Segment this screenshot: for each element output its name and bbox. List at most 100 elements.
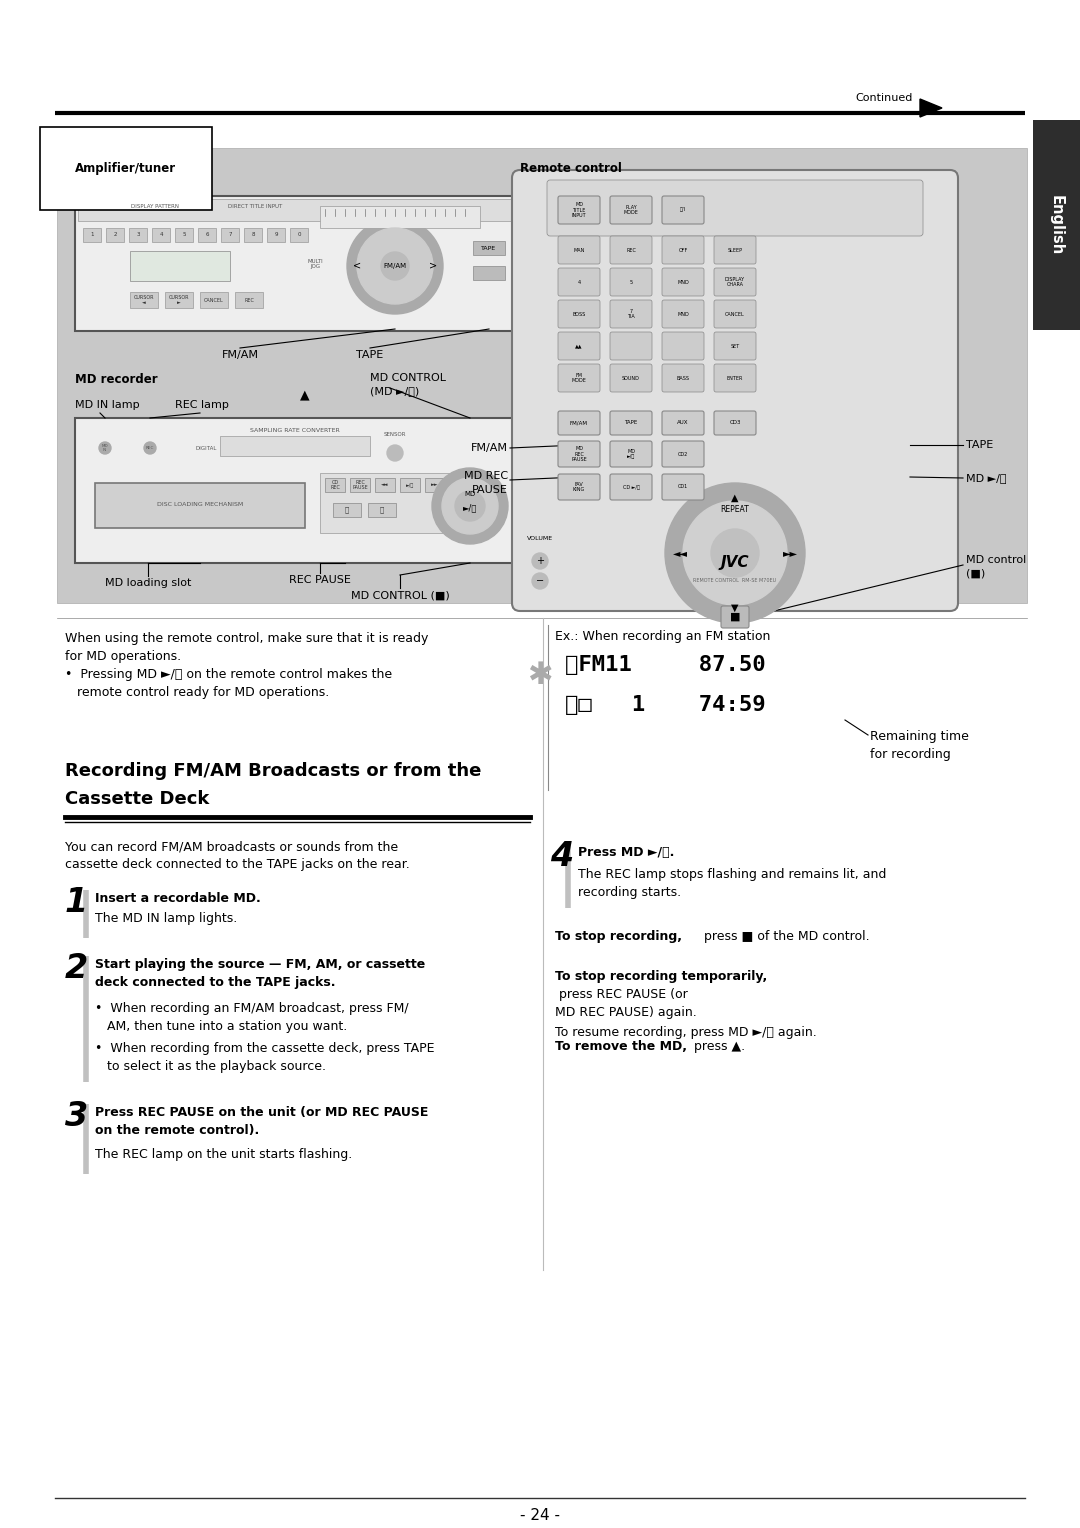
Text: To stop recording,: To stop recording,: [555, 931, 681, 943]
Text: ※□   1    74:59: ※□ 1 74:59: [565, 695, 766, 715]
Text: SAMPLING RATE CONVERTER: SAMPLING RATE CONVERTER: [251, 428, 340, 432]
FancyBboxPatch shape: [267, 228, 285, 241]
FancyBboxPatch shape: [558, 235, 600, 264]
Text: - 24 -: - 24 -: [519, 1508, 561, 1523]
FancyBboxPatch shape: [200, 292, 228, 309]
FancyBboxPatch shape: [714, 364, 756, 393]
FancyBboxPatch shape: [220, 435, 370, 455]
FancyBboxPatch shape: [714, 299, 756, 329]
Text: on the remote control).: on the remote control).: [95, 1125, 259, 1137]
FancyBboxPatch shape: [662, 411, 704, 435]
FancyBboxPatch shape: [130, 292, 158, 309]
Text: 5: 5: [183, 232, 186, 237]
FancyBboxPatch shape: [75, 196, 515, 332]
FancyBboxPatch shape: [714, 235, 756, 264]
Text: TAPE: TAPE: [966, 440, 994, 451]
Circle shape: [347, 219, 443, 313]
Circle shape: [432, 468, 508, 544]
Text: MND: MND: [677, 280, 689, 284]
Text: To remove the MD,: To remove the MD,: [555, 1041, 687, 1053]
FancyBboxPatch shape: [610, 474, 652, 500]
Text: 2: 2: [65, 952, 89, 986]
Text: When using the remote control, make sure that it is ready: When using the remote control, make sure…: [65, 633, 429, 645]
Text: Recording FM/AM Broadcasts or from the: Recording FM/AM Broadcasts or from the: [65, 762, 482, 779]
Text: AUX: AUX: [677, 420, 689, 425]
Text: Ex.: When recording an FM station: Ex.: When recording an FM station: [555, 630, 770, 643]
Text: BOSS: BOSS: [572, 312, 585, 316]
FancyBboxPatch shape: [473, 266, 505, 280]
Text: SET: SET: [730, 344, 740, 348]
Text: Remaining time: Remaining time: [870, 730, 969, 743]
FancyBboxPatch shape: [235, 292, 264, 309]
Text: MD CONTROL: MD CONTROL: [370, 373, 446, 384]
Text: FM/AM: FM/AM: [383, 263, 406, 269]
Polygon shape: [920, 99, 942, 118]
FancyBboxPatch shape: [610, 299, 652, 329]
FancyBboxPatch shape: [662, 235, 704, 264]
FancyBboxPatch shape: [95, 483, 305, 529]
Text: VOLUME: VOLUME: [527, 535, 553, 541]
Text: The REC lamp on the unit starts flashing.: The REC lamp on the unit starts flashing…: [95, 1148, 352, 1161]
Text: Amplifier/tuner: Amplifier/tuner: [75, 162, 176, 176]
Text: PLAY
MODE: PLAY MODE: [623, 205, 638, 215]
FancyBboxPatch shape: [320, 206, 480, 228]
Circle shape: [532, 573, 548, 588]
FancyBboxPatch shape: [610, 332, 652, 361]
Text: FM/AM: FM/AM: [221, 350, 258, 361]
Text: to select it as the playback source.: to select it as the playback source.: [95, 1060, 326, 1073]
Text: MD REC PAUSE) again.: MD REC PAUSE) again.: [555, 1005, 697, 1019]
FancyBboxPatch shape: [325, 478, 345, 492]
Text: press ■ of the MD control.: press ■ of the MD control.: [700, 931, 869, 943]
Text: MD loading slot: MD loading slot: [105, 578, 191, 588]
FancyBboxPatch shape: [78, 199, 512, 222]
Text: TAPE: TAPE: [624, 420, 637, 425]
Circle shape: [683, 501, 787, 605]
Text: OFF: OFF: [678, 248, 688, 252]
Text: press ▲.: press ▲.: [690, 1041, 745, 1053]
Text: ⏻/I: ⏻/I: [680, 208, 686, 212]
FancyBboxPatch shape: [558, 442, 600, 468]
FancyBboxPatch shape: [320, 474, 460, 533]
FancyBboxPatch shape: [175, 228, 193, 241]
FancyBboxPatch shape: [546, 180, 923, 235]
Text: ✱: ✱: [527, 660, 553, 689]
FancyBboxPatch shape: [610, 364, 652, 393]
Text: CURSOR
◄: CURSOR ◄: [134, 295, 154, 306]
FancyBboxPatch shape: [368, 503, 396, 516]
Text: 3: 3: [136, 232, 139, 237]
Circle shape: [455, 490, 485, 521]
Text: ▲▲: ▲▲: [576, 344, 583, 348]
Text: MAN: MAN: [573, 248, 584, 252]
Text: CD1: CD1: [678, 484, 688, 489]
Text: 3: 3: [65, 1100, 89, 1132]
Text: Start playing the source — FM, AM, or cassette: Start playing the source — FM, AM, or ca…: [95, 958, 426, 970]
FancyBboxPatch shape: [291, 228, 308, 241]
FancyBboxPatch shape: [662, 299, 704, 329]
Text: 4: 4: [578, 280, 581, 284]
Text: Insert a recordable MD.: Insert a recordable MD.: [95, 892, 260, 905]
Circle shape: [357, 228, 433, 304]
Text: 0: 0: [297, 232, 300, 237]
FancyBboxPatch shape: [333, 503, 361, 516]
Text: ►/⏸: ►/⏸: [463, 504, 477, 512]
Text: REC: REC: [626, 248, 636, 252]
Text: MND: MND: [677, 312, 689, 316]
FancyBboxPatch shape: [558, 364, 600, 393]
FancyBboxPatch shape: [721, 607, 750, 628]
Text: MD
TITLE
INPUT: MD TITLE INPUT: [571, 202, 586, 219]
Text: MULTI
JOG: MULTI JOG: [307, 258, 323, 269]
Text: ►/⏸: ►/⏸: [406, 483, 414, 487]
Text: 1: 1: [65, 886, 89, 918]
Text: SOUND: SOUND: [622, 376, 640, 380]
FancyBboxPatch shape: [512, 170, 958, 611]
FancyBboxPatch shape: [221, 228, 239, 241]
Text: ⏮: ⏮: [345, 507, 349, 513]
FancyBboxPatch shape: [610, 196, 652, 225]
Text: ◄◄: ◄◄: [381, 483, 389, 487]
Text: press REC PAUSE (or: press REC PAUSE (or: [555, 989, 688, 1001]
Text: CANCEL: CANCEL: [204, 298, 224, 303]
Text: MD control: MD control: [966, 555, 1026, 565]
FancyBboxPatch shape: [129, 228, 147, 241]
Text: MD recorder: MD recorder: [75, 373, 158, 387]
FancyBboxPatch shape: [558, 332, 600, 361]
